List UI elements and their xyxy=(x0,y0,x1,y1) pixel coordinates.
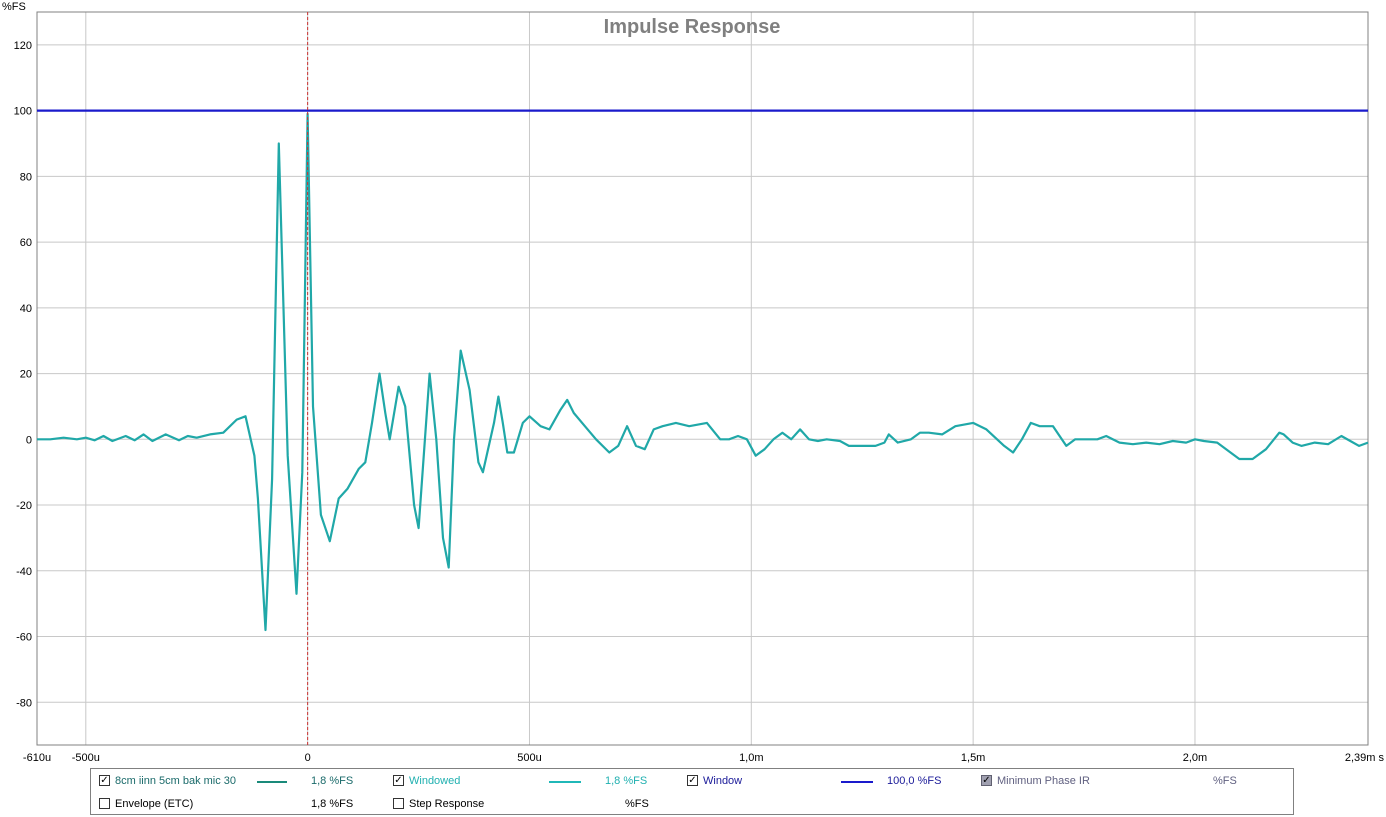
legend-swatch-windowed xyxy=(549,781,581,783)
x-tick-label: 1,5m xyxy=(961,752,985,764)
legend-panel: ✓ 8cm iinn 5cm bak mic 30 1,8 %FS ✓ Wind… xyxy=(90,768,1294,815)
legend-value-envelope: 1,8 %FS xyxy=(311,798,354,810)
legend-label-envelope: Envelope (ETC) xyxy=(115,798,194,810)
legend-value-window: 100,0 %FS xyxy=(887,775,942,787)
x-tick-label: -610u xyxy=(23,752,51,764)
y-axis-ticks: 120 100 80 60 40 20 0 -20 -40 -60 -80 xyxy=(14,40,32,709)
grid-lines xyxy=(37,12,1368,745)
series-layer xyxy=(37,109,1369,632)
x-tick-label: 0 xyxy=(305,752,311,764)
legend-swatch-window xyxy=(841,781,873,783)
y-tick-label: 120 xyxy=(14,40,32,52)
x-tick-label: -500u xyxy=(72,752,100,764)
x-tick-label: 1,0m xyxy=(739,752,763,764)
legend-swatch-measurement xyxy=(257,781,287,783)
x-tick-label: 2,0m xyxy=(1183,752,1207,764)
y-tick-label: -40 xyxy=(16,566,32,578)
y-tick-label: 20 xyxy=(20,369,32,381)
checkbox-envelope[interactable] xyxy=(99,798,110,809)
y-tick-label: -60 xyxy=(16,632,32,644)
chart-title: Impulse Response xyxy=(604,16,781,38)
checkbox-step-response[interactable] xyxy=(393,798,404,809)
legend-label-window: Window xyxy=(703,775,743,787)
checkbox-window[interactable]: ✓ xyxy=(687,775,698,786)
legend-label-minimum-phase: Minimum Phase IR xyxy=(997,775,1090,787)
y-tick-label: 100 xyxy=(14,106,32,118)
x-tick-label: 2,39m s xyxy=(1345,752,1385,764)
y-tick-label: -80 xyxy=(16,697,32,709)
checkbox-measurement[interactable]: ✓ xyxy=(99,775,110,786)
legend-value-step-response: %FS xyxy=(625,798,649,810)
legend-value-windowed: 1,8 %FS xyxy=(605,775,648,787)
legend-label-windowed: Windowed xyxy=(409,775,461,787)
series-line xyxy=(37,112,1369,632)
y-axis-label: %FS xyxy=(2,1,26,13)
y-tick-label: 80 xyxy=(20,171,32,183)
checkbox-minimum-phase[interactable]: ✓ xyxy=(981,775,992,786)
legend-label-step-response: Step Response xyxy=(409,798,485,810)
legend-value-measurement: 1,8 %FS xyxy=(311,775,354,787)
legend-value-minimum-phase: %FS xyxy=(1213,775,1237,787)
y-tick-label: 60 xyxy=(20,237,32,249)
y-tick-label: 40 xyxy=(20,303,32,315)
x-axis-ticks: -610u -500u 0 500u 1,0m 1,5m 2,0m 2,39m s xyxy=(23,752,1385,764)
y-tick-label: 0 xyxy=(26,434,32,446)
y-tick-label: -20 xyxy=(16,500,32,512)
legend-label-measurement: 8cm iinn 5cm bak mic 30 xyxy=(115,775,237,787)
plot-frame xyxy=(36,11,1369,746)
x-tick-label: 500u xyxy=(517,752,541,764)
checkbox-windowed[interactable]: ✓ xyxy=(393,775,404,786)
